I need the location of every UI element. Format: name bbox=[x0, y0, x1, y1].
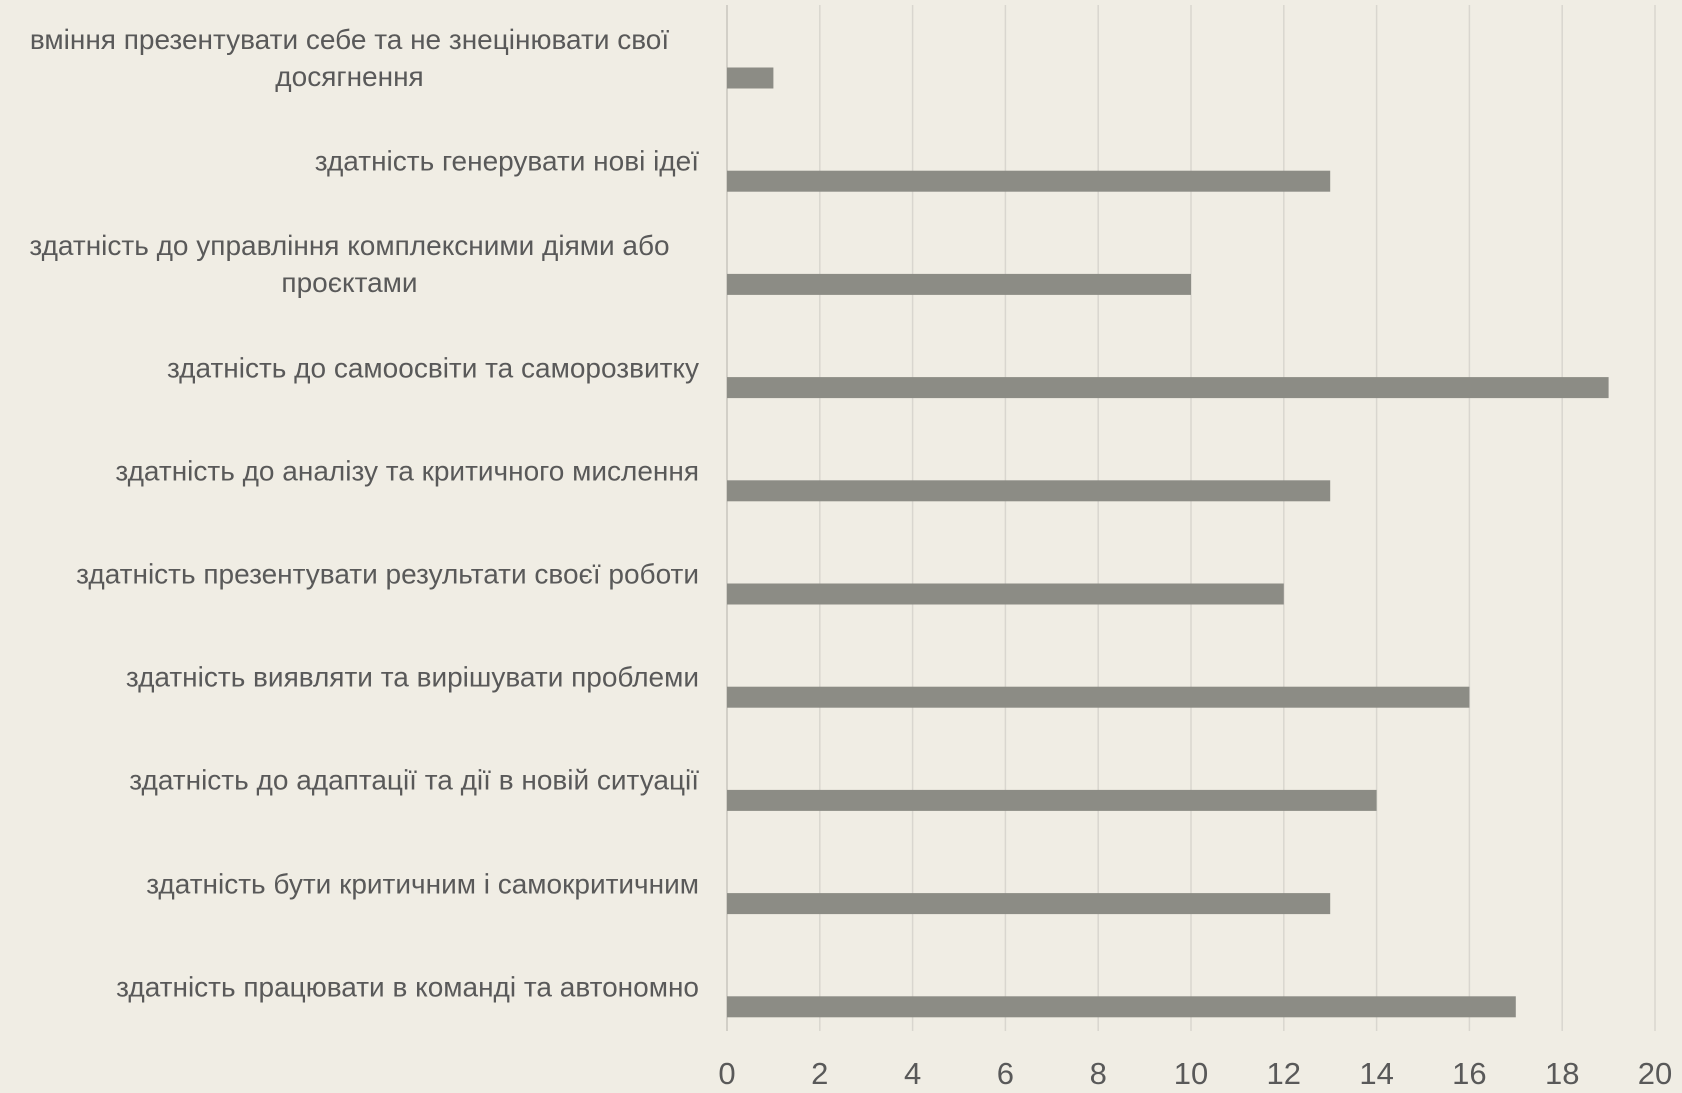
y-tick-label: здатність бути критичним і самокритичним bbox=[146, 868, 699, 900]
x-tick-label: 20 bbox=[1638, 1056, 1672, 1091]
category-label-box: здатність генерувати нові ідеї bbox=[315, 143, 699, 180]
x-tick-label: 6 bbox=[997, 1056, 1014, 1091]
bar bbox=[727, 480, 1331, 502]
y-tick-label: вміння презентувати себе та не знецінюва… bbox=[29, 24, 670, 92]
category-label-box: здатність працювати в команді та автоном… bbox=[116, 968, 699, 1005]
y-tick-label: здатність до самоосвіти та саморозвитку bbox=[166, 352, 699, 384]
category-label-box: здатність до аналізу та критичного мисле… bbox=[115, 452, 699, 489]
y-tick-label: здатність до управління комплексними дія… bbox=[29, 230, 670, 299]
y-tick-label: здатність генерувати нові ідеї bbox=[314, 145, 699, 177]
bar bbox=[727, 996, 1516, 1018]
x-tick-label: 0 bbox=[718, 1056, 735, 1091]
x-tick-label: 16 bbox=[1452, 1056, 1486, 1091]
y-tick-label: здатність презентувати результати своєї … bbox=[76, 558, 699, 590]
x-tick-label: 10 bbox=[1174, 1056, 1208, 1091]
x-tick-label: 12 bbox=[1267, 1056, 1301, 1091]
category-label-box: здатність до самоосвіти та саморозвитку bbox=[167, 349, 699, 386]
y-tick-label: здатність виявляти та вирішувати проблем… bbox=[125, 661, 699, 693]
bar bbox=[727, 583, 1284, 605]
category-label-box: здатність бути критичним і самокритичним bbox=[146, 865, 699, 902]
category-label-box: здатність виявляти та вирішувати проблем… bbox=[126, 659, 699, 696]
bar bbox=[727, 67, 774, 89]
y-tick-label: здатність до аналізу та критичного мисле… bbox=[115, 455, 699, 487]
x-tick-label: 14 bbox=[1359, 1056, 1393, 1091]
bar bbox=[727, 686, 1470, 708]
category-label-box: здатність до адаптації та дії в новій си… bbox=[129, 762, 699, 799]
category-label-box: здатність презентувати результати своєї … bbox=[76, 556, 699, 593]
y-tick-label: здатність працювати в команді та автоном… bbox=[116, 971, 699, 1003]
category-label-box: здатність до управління комплексними дія… bbox=[0, 227, 699, 301]
x-tick-label: 4 bbox=[904, 1056, 921, 1091]
x-tick-label: 8 bbox=[1090, 1056, 1107, 1091]
bar bbox=[727, 170, 1331, 192]
bar bbox=[727, 893, 1331, 915]
category-label-box: вміння презентувати себе та не знецінюва… bbox=[0, 21, 699, 95]
bar bbox=[727, 377, 1609, 399]
x-tick-label: 2 bbox=[811, 1056, 828, 1091]
bar bbox=[727, 789, 1377, 811]
y-tick-label: здатність до адаптації та дії в новій си… bbox=[129, 764, 699, 796]
bar bbox=[727, 273, 1191, 295]
x-tick-label: 18 bbox=[1545, 1056, 1579, 1091]
